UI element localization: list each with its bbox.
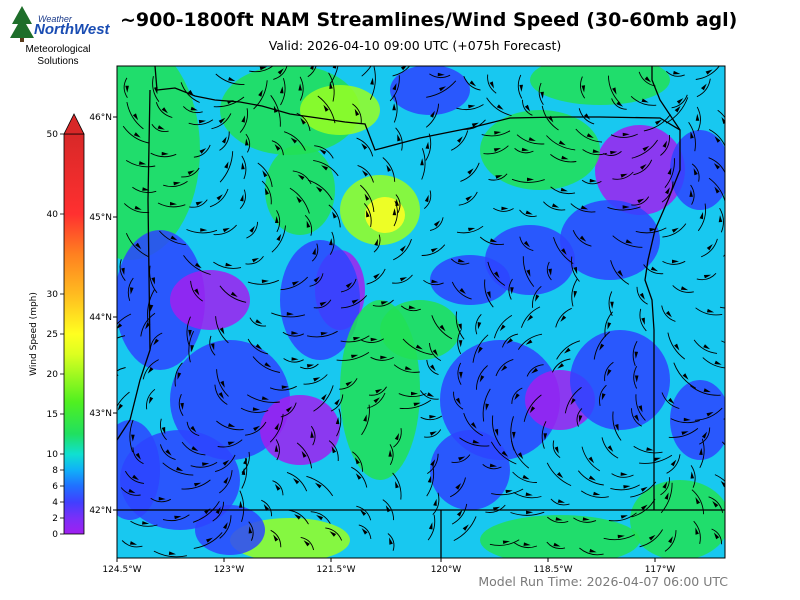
page-title: ~900-1800ft NAM Streamlines/Wind Speed (…: [120, 9, 738, 31]
state-boundaries: [117, 66, 725, 558]
longitude-tick-label: 123°W: [214, 565, 245, 575]
logo-line1: Weather: [38, 14, 72, 24]
colorbar-tick-label: 50: [47, 130, 59, 140]
latitude-tick-label: 42°N: [89, 506, 112, 516]
logo-line2: NorthWest: [34, 21, 110, 38]
longitude-tick-label: 121.5°W: [316, 565, 355, 575]
longitude-tick-label: 117°W: [645, 565, 676, 575]
latitude-tick-label: 46°N: [89, 113, 112, 123]
colorbar-tick-label: 2: [52, 514, 58, 524]
colorbar-tick-label: 4: [52, 498, 58, 508]
weather-northwest-logo: Weather NorthWest Meteorological Solutio…: [8, 4, 110, 70]
colorbar-tick-label: 8: [52, 466, 58, 476]
logo-line3: Meteorological: [25, 44, 91, 55]
longitude-tick-label: 124.5°W: [102, 565, 141, 575]
colorbar-tick-label: 30: [47, 290, 59, 300]
logo-subtitle: Meteorological Solutions: [8, 44, 108, 68]
valid-time: Valid: 2026-04-10 09:00 UTC (+075h Forec…: [268, 38, 562, 53]
colorbar-label: Wind Speed (mph): [29, 292, 39, 376]
latitude-axis: 46°N 45°N 44°N 43°N 42°N: [89, 113, 117, 516]
longitude-tick-label: 118.5°W: [533, 565, 572, 575]
colorbar-tick-label: 6: [52, 482, 58, 492]
latitude-tick-label: 45°N: [89, 213, 112, 223]
colorbar-tick-label: 25: [47, 330, 58, 340]
colorbar-tick-label: 20: [47, 370, 59, 380]
tree-icon: [10, 6, 34, 42]
longitude-axis: 124.5°W 123°W 121.5°W 120°W 118.5°W 117°W: [102, 558, 675, 575]
latitude-tick-label: 44°N: [89, 313, 112, 323]
wind-speed-field: [117, 66, 725, 558]
model-run-time: Model Run Time: 2026-04-07 06:00 UTC: [478, 574, 728, 589]
longitude-tick-label: 120°W: [431, 565, 462, 575]
map-frame: [116, 65, 726, 559]
colorbar: 0 2 4 6 8 10 15 20 25 30 40 50 Wind Speed (mph): [29, 113, 85, 540]
colorbar-tick-label: 0: [52, 530, 58, 540]
latitude-tick-label: 43°N: [89, 409, 112, 419]
logo-line4: Solutions: [37, 56, 79, 67]
colorbar-tick-label: 15: [47, 410, 58, 420]
colorbar-tick-label: 10: [47, 450, 59, 460]
colorbar-tick-label: 40: [47, 210, 59, 220]
